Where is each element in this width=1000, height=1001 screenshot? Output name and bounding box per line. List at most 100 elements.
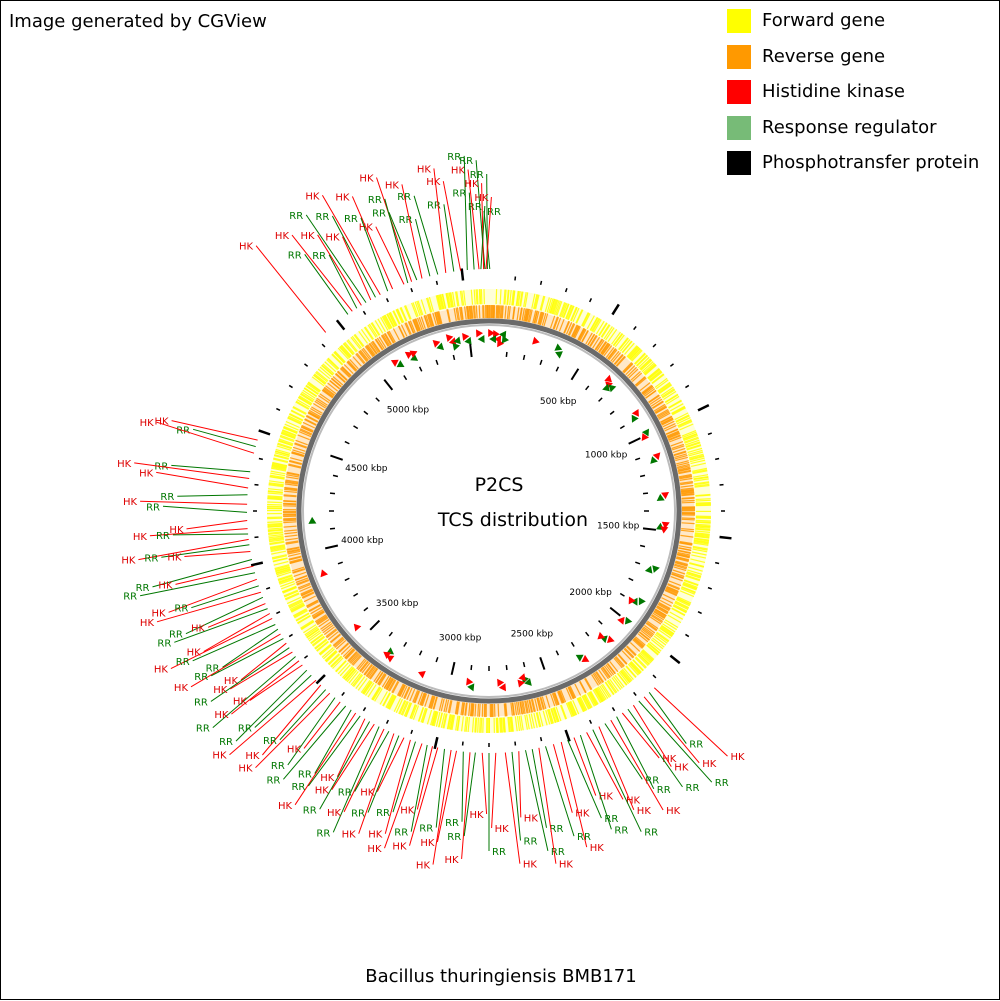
scale-tick-label: 4500 kbp <box>345 464 388 474</box>
legend-swatch <box>727 9 751 33</box>
rr-leader-line <box>171 465 250 471</box>
scale-tick <box>470 344 471 357</box>
hk-label: HK <box>301 231 316 242</box>
scale-tick <box>643 528 656 529</box>
rr-label: RR <box>194 697 208 708</box>
rr-label: RR <box>338 788 352 799</box>
rr-label: RR <box>219 737 233 748</box>
rr-label: RR <box>452 189 466 200</box>
rr-label: RR <box>715 778 729 789</box>
hk-label: HK <box>451 166 466 177</box>
hk-label: HK <box>239 242 254 253</box>
scale-tick <box>333 475 338 476</box>
hk-label: HK <box>368 830 383 841</box>
rr-label: RR <box>196 724 210 735</box>
legend-label: Response regulator <box>762 117 937 138</box>
scale-tick <box>629 438 641 444</box>
hk-label: HK <box>420 838 435 849</box>
scale-tick <box>540 657 544 669</box>
forward-gene <box>267 505 282 506</box>
scale-tick <box>338 562 343 564</box>
legend-swatch <box>727 80 751 104</box>
hk-leader-line <box>574 738 596 796</box>
scale-tick <box>354 426 358 429</box>
outer-scale-tick <box>566 730 570 741</box>
rr-leader-line <box>444 204 454 271</box>
rr-marker <box>453 343 461 351</box>
scale-tick-label: 3500 kbp <box>376 599 419 609</box>
rr-marker <box>645 566 653 574</box>
hk-leader-line <box>304 702 340 749</box>
hk-label: HK <box>174 683 189 694</box>
scale-tick-label: 3000 kbp <box>439 634 482 644</box>
outer-scale-tick <box>462 269 463 281</box>
legend-label: Histidine kinase <box>762 81 905 102</box>
rr-leader-line <box>280 690 326 740</box>
forward-gene <box>267 522 282 523</box>
hk-label: HK <box>702 759 717 770</box>
outer-scale-tick <box>435 737 438 749</box>
outer-scale-tick <box>612 304 618 314</box>
outer-scale-tick <box>715 458 719 459</box>
hk-leader-line <box>492 753 496 828</box>
rr-label: RR <box>657 785 671 796</box>
rr-label: RR <box>344 214 358 225</box>
hk-leader-line <box>376 227 404 285</box>
rr-label: RR <box>157 638 171 649</box>
rr-marker <box>467 683 474 691</box>
outer-scale-tick <box>342 692 344 695</box>
reverse-gene <box>498 704 499 717</box>
hk-leader-line <box>157 422 254 453</box>
scale-tick <box>586 632 589 636</box>
rr-label: RR <box>551 847 565 858</box>
forward-gene <box>696 500 711 501</box>
reverse-gene <box>496 305 497 318</box>
scale-tick <box>556 367 558 372</box>
rr-label: RR <box>644 828 658 839</box>
hk-label: HK <box>305 191 320 202</box>
scale-tick <box>354 593 358 596</box>
forward-gene <box>480 718 481 733</box>
rr-leader-line <box>605 724 642 780</box>
outer-scale-tick <box>720 537 732 538</box>
scale-tick <box>420 651 422 656</box>
hk-label: HK <box>275 231 290 242</box>
outer-scale-tick <box>708 433 712 434</box>
hk-label: HK <box>191 623 206 634</box>
scale-tick <box>389 632 392 636</box>
rr-label: RR <box>288 250 302 261</box>
hk-leader-line <box>433 750 451 865</box>
rr-label: RR <box>271 761 285 772</box>
rr-label: RR <box>524 837 538 848</box>
scale-tick <box>610 608 620 616</box>
outer-scale-tick <box>251 563 263 566</box>
outer-scale-tick <box>363 707 365 710</box>
reverse-gene <box>476 305 477 318</box>
rr-leader-line <box>462 752 463 822</box>
rr-label: RR <box>176 657 190 668</box>
reverse-gene <box>283 522 296 523</box>
reverse-gene <box>682 500 695 501</box>
rr-marker <box>489 335 496 343</box>
scale-tick-label: 2000 kbp <box>569 588 612 598</box>
hk-marker <box>660 526 668 533</box>
hk-label: HK <box>245 751 260 762</box>
hk-label: HK <box>666 806 681 817</box>
rr-label: RR <box>419 824 433 835</box>
reverse-gene <box>478 704 479 717</box>
scale-tick <box>643 493 648 494</box>
hk-label: HK <box>731 752 746 763</box>
rr-marker <box>625 617 632 625</box>
hk-label: HK <box>385 180 400 191</box>
scale-tick <box>436 360 438 365</box>
hk-label: HK <box>123 497 138 508</box>
hk-leader-line <box>377 738 404 792</box>
hk-label: HK <box>315 786 330 797</box>
rr-label: RR <box>689 740 703 751</box>
rr-label: RR <box>447 152 461 163</box>
reverse-gene <box>682 518 695 519</box>
outer-scale-tick <box>698 405 709 410</box>
rr-label: RR <box>372 208 386 219</box>
hk-leader-line <box>292 235 352 311</box>
rr-label: RR <box>368 195 382 206</box>
